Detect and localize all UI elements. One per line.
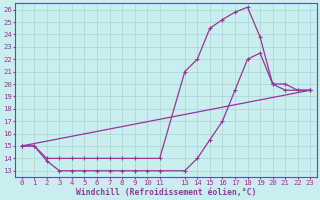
X-axis label: Windchill (Refroidissement éolien,°C): Windchill (Refroidissement éolien,°C) xyxy=(76,188,256,197)
